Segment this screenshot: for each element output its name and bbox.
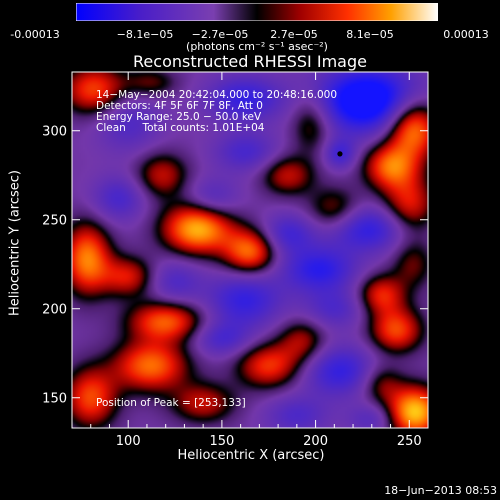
x-tick-label: 150 [209, 434, 234, 449]
colorbar [76, 3, 438, 21]
y-axis-label: Heliocentric Y (arcsec) [7, 170, 23, 316]
plot-frame [71, 71, 429, 429]
counts-annotation: Clean Total counts: 1.01E+04 [96, 122, 265, 134]
energy-range-annotation: Energy Range: 25.0 − 50.0 keV [96, 111, 262, 123]
colorbar-units: (photons cm⁻² s⁻¹ asec⁻²) [186, 40, 328, 53]
colorbar-tick-label: 2.7e−05 [270, 28, 318, 41]
colorbar-tick-label: 0.00013 [443, 28, 489, 41]
y-tick-label: 200 [42, 303, 67, 318]
detectors-annotation: Detectors: 4F 5F 6F 7F 8F, Att 0 [96, 100, 263, 112]
y-tick-label: 150 [42, 392, 67, 407]
peak-marker [337, 151, 343, 157]
x-axis-label: Heliocentric X (arcsec) [177, 448, 325, 463]
time-range-annotation: 14−May−2004 20:42:04.000 to 20:48:16.000 [96, 89, 338, 101]
chart-title: Reconstructed RHESSI Image [133, 52, 367, 71]
colorbar-tick-label: 8.1e−05 [346, 28, 394, 41]
colorbar-tick-label: −2.7e−05 [191, 28, 249, 41]
colorbar-tick-label: −8.1e−05 [116, 28, 174, 41]
y-tick-label: 300 [42, 125, 67, 140]
x-tick-label: 200 [303, 434, 328, 449]
x-tick-label: 100 [116, 434, 141, 449]
x-tick-label: 250 [397, 434, 422, 449]
y-tick-label: 250 [42, 214, 67, 229]
timestamp: 18−Jun−2013 08:53 [384, 484, 497, 497]
heatmap-image [72, 72, 428, 428]
colorbar-tick-label: -0.00013 [10, 28, 60, 41]
peak-position-annotation: Position of Peak = [253,133] [96, 397, 246, 409]
